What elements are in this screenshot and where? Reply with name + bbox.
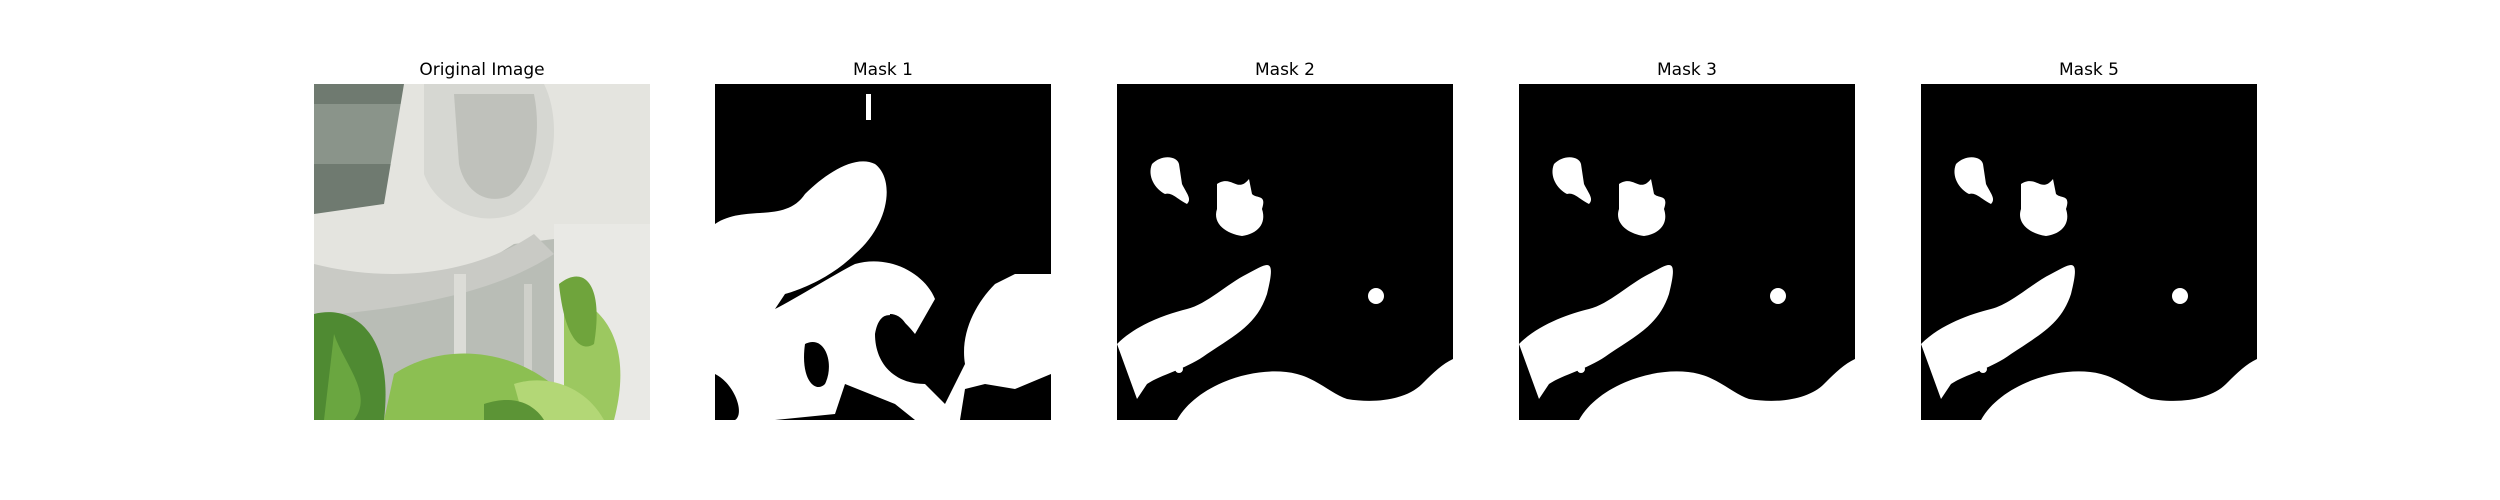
original-image-photo — [314, 84, 650, 420]
panel-title-mask-3: Mask 3 — [1656, 60, 1717, 80]
panel-title-original: Original Image — [419, 60, 545, 80]
mask-2 — [1117, 84, 1453, 420]
mask-2-image — [1117, 84, 1453, 420]
panel-title-mask-2: Mask 2 — [1254, 60, 1315, 80]
mask-3-image — [1519, 84, 1855, 420]
mask-5 — [1921, 84, 2257, 420]
mask-3 — [1519, 84, 1855, 420]
panel-title-mask-5: Mask 5 — [2058, 60, 2119, 80]
panel-title-mask-1: Mask 1 — [852, 60, 913, 80]
mask-1 — [715, 84, 1051, 420]
mask-5-image — [1921, 84, 2257, 420]
original-image — [314, 84, 650, 420]
mask-1-image — [715, 84, 1051, 420]
